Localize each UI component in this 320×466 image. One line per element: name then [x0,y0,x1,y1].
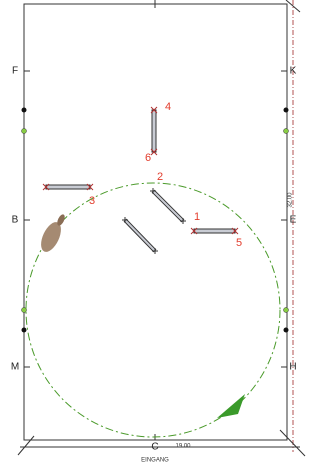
letter: K [290,66,297,77]
entrance-label: EINGANG [141,458,169,464]
length-label: 32.00 [288,192,294,208]
letter: H [289,362,296,373]
jump-number: 3 [89,195,95,207]
shape [22,108,27,113]
shape [284,328,289,333]
letter: C [151,442,158,453]
jump-number: 2 [157,171,163,183]
shape [284,129,289,134]
shape [22,129,27,134]
jump-number: 1 [194,211,200,223]
letter: M [11,362,19,373]
jump-number: 6 [145,152,151,164]
width-label: 19.00 [175,444,191,450]
shape [22,328,27,333]
pole [152,110,156,152]
jump-number: 4 [165,101,171,113]
pole [46,185,90,189]
letter: F [12,66,18,77]
shape [284,308,289,313]
letter: E [290,215,297,226]
shape [284,108,289,113]
pole [194,229,235,233]
arena-diagram: F K B E M H C 19.00 32.00 EINGANG 1 2 3 … [0,0,315,466]
letter: B [12,215,19,226]
jump-number: 5 [236,237,242,249]
